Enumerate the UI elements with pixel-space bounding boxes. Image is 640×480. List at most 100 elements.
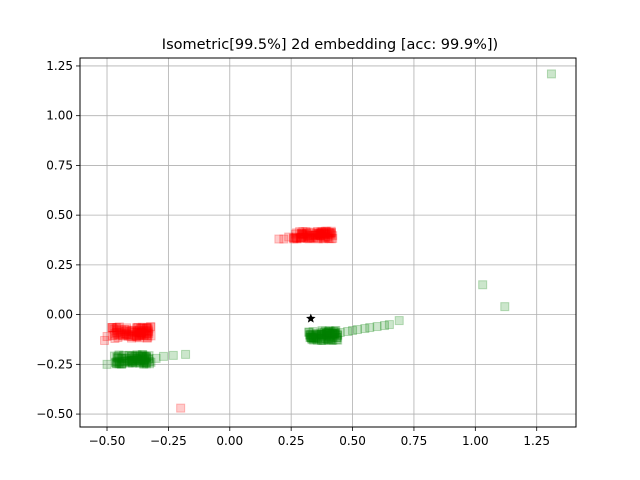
- data-point: [325, 228, 335, 238]
- data-point: [140, 355, 150, 365]
- data-point: [136, 353, 146, 363]
- data-point: [309, 333, 319, 343]
- data-point: [321, 329, 331, 339]
- data-point: [304, 327, 314, 337]
- data-point: [117, 359, 127, 369]
- data-point: [319, 327, 329, 337]
- data-point: [130, 329, 140, 339]
- data-point: [310, 230, 320, 240]
- data-point: [145, 357, 155, 367]
- data-point: [126, 333, 136, 343]
- data-point: [300, 230, 310, 240]
- data-point: [112, 325, 122, 335]
- data-point: [311, 329, 321, 339]
- data-point: [379, 321, 389, 331]
- data-point: [324, 326, 334, 336]
- data-point: [142, 323, 152, 333]
- data-point: [119, 351, 129, 361]
- data-point: [126, 356, 136, 366]
- data-point: [333, 330, 343, 340]
- data-point: [123, 330, 133, 340]
- data-point: [290, 229, 300, 239]
- data-point: [324, 331, 334, 341]
- data-point: [322, 328, 332, 338]
- data-point: [302, 228, 312, 238]
- series-0: [100, 226, 338, 413]
- data-point: [316, 231, 326, 241]
- data-point: [137, 327, 147, 337]
- data-point: [124, 330, 134, 340]
- data-point: [140, 351, 150, 361]
- data-point: [326, 228, 336, 238]
- y-tick-label: −0.25: [36, 357, 73, 371]
- data-point: [137, 330, 147, 340]
- data-point: [168, 350, 178, 360]
- data-point: [316, 231, 326, 241]
- data-point: [108, 323, 118, 333]
- data-point: [113, 333, 123, 343]
- data-point: [136, 328, 146, 338]
- data-point: [295, 232, 305, 242]
- data-point: [297, 229, 307, 239]
- data-point: [318, 233, 328, 243]
- data-point: [295, 227, 305, 237]
- data-point: [314, 329, 324, 339]
- data-point: [319, 229, 329, 239]
- data-point: [302, 229, 312, 239]
- data-point: [139, 359, 149, 369]
- data-point: [119, 351, 129, 361]
- data-point: [126, 355, 136, 365]
- data-point: [142, 327, 152, 337]
- data-point: [118, 331, 128, 341]
- data-point: [144, 327, 154, 337]
- data-point: [136, 327, 146, 337]
- data-point: [109, 330, 119, 340]
- data-point: [134, 328, 144, 338]
- data-point: [306, 230, 316, 240]
- data-point: [176, 403, 186, 413]
- data-point: [312, 232, 322, 242]
- data-point: [330, 330, 340, 340]
- data-point: [138, 323, 148, 333]
- data-point: [316, 334, 326, 344]
- data-point: [131, 331, 141, 341]
- data-point: [332, 329, 342, 339]
- data-point: [324, 234, 334, 244]
- data-point: [317, 331, 327, 341]
- data-point: [125, 357, 135, 367]
- data-point: [132, 332, 142, 342]
- data-point: [292, 228, 302, 238]
- data-point: [365, 323, 375, 333]
- data-point: [126, 331, 136, 341]
- data-point: [135, 357, 145, 367]
- data-point: [348, 326, 358, 336]
- data-point: [323, 327, 333, 337]
- data-point: [136, 354, 146, 364]
- data-point: [295, 233, 305, 243]
- data-point: [317, 227, 327, 237]
- data-point: [139, 355, 149, 365]
- data-point: [142, 323, 152, 333]
- data-point: [325, 326, 335, 336]
- data-point: [328, 332, 338, 342]
- data-point: [325, 335, 335, 345]
- data-point: [117, 325, 127, 335]
- data-point: [318, 234, 328, 244]
- data-point: [107, 322, 117, 332]
- data-point: [139, 331, 149, 341]
- data-point: [131, 353, 141, 363]
- data-point: [328, 231, 338, 241]
- data-point: [478, 280, 488, 290]
- data-point: [305, 232, 315, 242]
- data-point: [372, 322, 382, 332]
- data-point: [141, 357, 151, 367]
- data-point: [320, 326, 330, 336]
- data-point: [112, 327, 122, 337]
- data-point: [306, 332, 316, 342]
- data-point: [127, 325, 137, 335]
- data-point: [114, 322, 124, 332]
- data-point: [124, 350, 134, 360]
- data-point: [326, 230, 336, 240]
- data-point: [312, 330, 322, 340]
- data-point: [289, 233, 299, 243]
